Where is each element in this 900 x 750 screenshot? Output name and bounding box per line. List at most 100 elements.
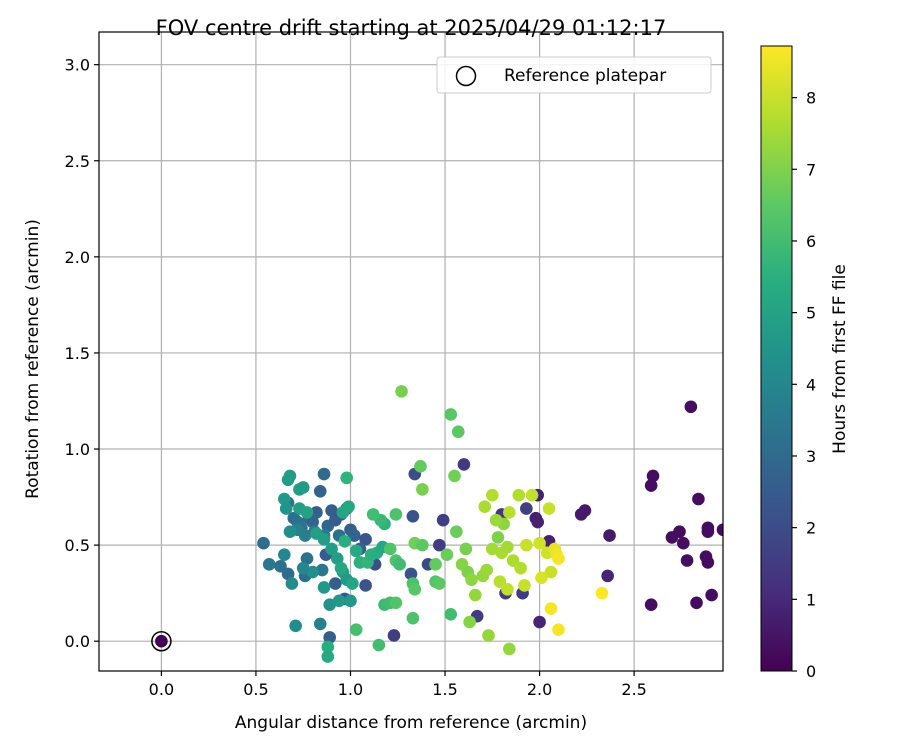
data-point: [416, 483, 429, 496]
data-point: [387, 629, 401, 642]
colorbar-tick-label: 2: [806, 519, 816, 538]
data-point: [459, 542, 473, 556]
data-point: [389, 508, 403, 521]
data-point: [349, 544, 363, 558]
colorbar-tick-label: 4: [806, 375, 816, 394]
data-point: [315, 563, 329, 577]
data-point: [525, 488, 539, 502]
data-point: [544, 602, 558, 615]
data-point: [281, 567, 295, 581]
data-point: [262, 558, 276, 571]
data-point: [646, 469, 660, 483]
data-point: [347, 529, 361, 542]
data-point: [429, 558, 442, 571]
data-point: [342, 500, 355, 513]
data-point: [285, 577, 299, 590]
data-point: [296, 561, 310, 575]
data-point: [283, 525, 297, 538]
data-point: [518, 579, 531, 592]
data-point: [542, 502, 556, 515]
legend-entry-reference: Reference platepar: [504, 66, 666, 86]
data-point: [338, 534, 352, 548]
x-tick-label: 2.5: [621, 680, 646, 699]
data-point: [489, 513, 503, 527]
data-point: [574, 508, 588, 521]
data-point: [325, 504, 338, 517]
data-point: [520, 502, 533, 515]
x-tick-label: 1.5: [432, 680, 457, 699]
x-tick-label: 0.5: [243, 680, 268, 699]
data-point: [359, 533, 372, 546]
data-point: [346, 577, 359, 590]
legend: Reference platepar: [436, 56, 712, 94]
y-tick-label: 2.5: [65, 152, 90, 171]
data-point: [433, 577, 446, 590]
data-points: [257, 385, 723, 663]
data-point: [595, 586, 609, 600]
data-point: [692, 492, 705, 506]
data-point: [448, 469, 461, 483]
reference-ring: [151, 630, 172, 652]
data-point: [323, 598, 336, 611]
data-point: [444, 608, 458, 621]
x-axis: 0.0 0.5 1.0 1.5 2.0 2.5: [149, 671, 647, 699]
data-point: [436, 513, 450, 527]
legend-box: [436, 56, 712, 94]
x-tick-label: 0.0: [149, 680, 174, 699]
data-point: [503, 642, 516, 656]
colorbar-tick-label: 0: [806, 662, 816, 681]
data-point: [340, 471, 354, 485]
data-point: [457, 458, 471, 471]
data-point: [690, 596, 703, 610]
data-point: [480, 563, 493, 577]
data-point: [644, 479, 658, 492]
data-point: [533, 615, 546, 629]
data-point: [535, 571, 548, 585]
data-point: [321, 650, 335, 663]
data-point: [366, 508, 380, 521]
colorbar-tick-label: 5: [806, 304, 816, 323]
data-point: [289, 619, 302, 633]
colorbar-tick-label: 7: [806, 160, 816, 179]
data-point: [512, 488, 526, 502]
data-point: [313, 485, 327, 498]
data-point: [465, 573, 478, 587]
data-point: [310, 506, 323, 519]
data-point: [300, 552, 314, 565]
data-point: [395, 385, 408, 398]
data-point: [665, 531, 679, 544]
data-point: [468, 588, 482, 602]
data-point: [644, 598, 658, 611]
data-point: [482, 629, 495, 642]
data-point: [491, 531, 505, 544]
data-point: [506, 554, 520, 567]
data-point: [306, 515, 319, 529]
data-point: [552, 623, 565, 636]
data-point: [325, 542, 338, 556]
plot-frame: [98, 31, 724, 672]
y-axis: 0.0 0.5 1.0 1.5 2.0 2.5 3.0: [65, 56, 99, 651]
data-point: [372, 638, 386, 652]
data-point: [503, 506, 516, 519]
data-point: [440, 548, 454, 562]
colorbar-tick-label: 8: [806, 89, 816, 108]
data-point: [404, 567, 418, 581]
data-point: [478, 500, 492, 513]
y-tick-label: 2.0: [65, 248, 90, 267]
data-point: [389, 596, 403, 610]
y-tick-label: 0.5: [65, 536, 90, 555]
data-point: [317, 581, 331, 594]
reference-point: [155, 634, 168, 648]
data-point: [383, 542, 397, 556]
chart-title: FOV centre drift starting at 2025/04/29 …: [156, 16, 667, 40]
data-point: [274, 559, 287, 573]
data-point: [359, 579, 372, 592]
data-point: [306, 565, 319, 579]
y-tick-label: 3.0: [65, 56, 90, 75]
data-point: [531, 515, 544, 529]
data-point: [680, 554, 694, 567]
data-point: [408, 583, 422, 596]
y-tick-label: 0.0: [65, 632, 90, 651]
data-point: [493, 575, 507, 588]
data-point: [344, 594, 357, 608]
